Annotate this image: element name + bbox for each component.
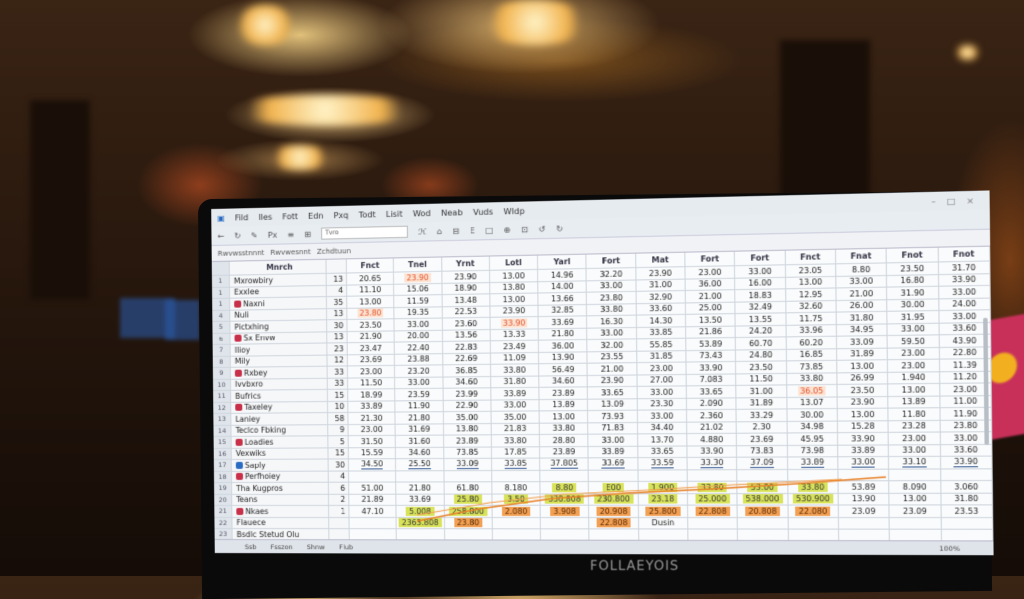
chandelier-light	[235, 5, 295, 45]
chandelier-light	[480, 0, 590, 45]
pillar	[780, 40, 870, 210]
sheet-tab[interactable]: Fsszon	[270, 542, 293, 551]
sheet-tab[interactable]: Ssb	[244, 542, 257, 551]
background-monitor	[165, 300, 200, 340]
laptop-brand-logo: FOLLAEYOIS	[590, 559, 680, 574]
orange-trend-line	[417, 477, 887, 521]
zoom-level[interactable]: 100%	[939, 543, 960, 553]
pillar	[30, 100, 90, 300]
spreadsheet-window: ▣ Fild Iles Fott Edn Pxq Todt Lisit Wod Neab Vuds…	[211, 190, 994, 556]
sheet-tabs-bar: Ssb Fsszon Shnw Flub 100%	[214, 539, 994, 556]
sheet-tab[interactable]: Shnw	[306, 542, 325, 551]
sheet-tab[interactable]: Flub	[338, 542, 354, 551]
chandelier-light	[225, 95, 425, 125]
ceiling-light	[955, 45, 980, 60]
trend-line-overlay	[211, 190, 993, 555]
chandelier-light	[270, 145, 330, 170]
